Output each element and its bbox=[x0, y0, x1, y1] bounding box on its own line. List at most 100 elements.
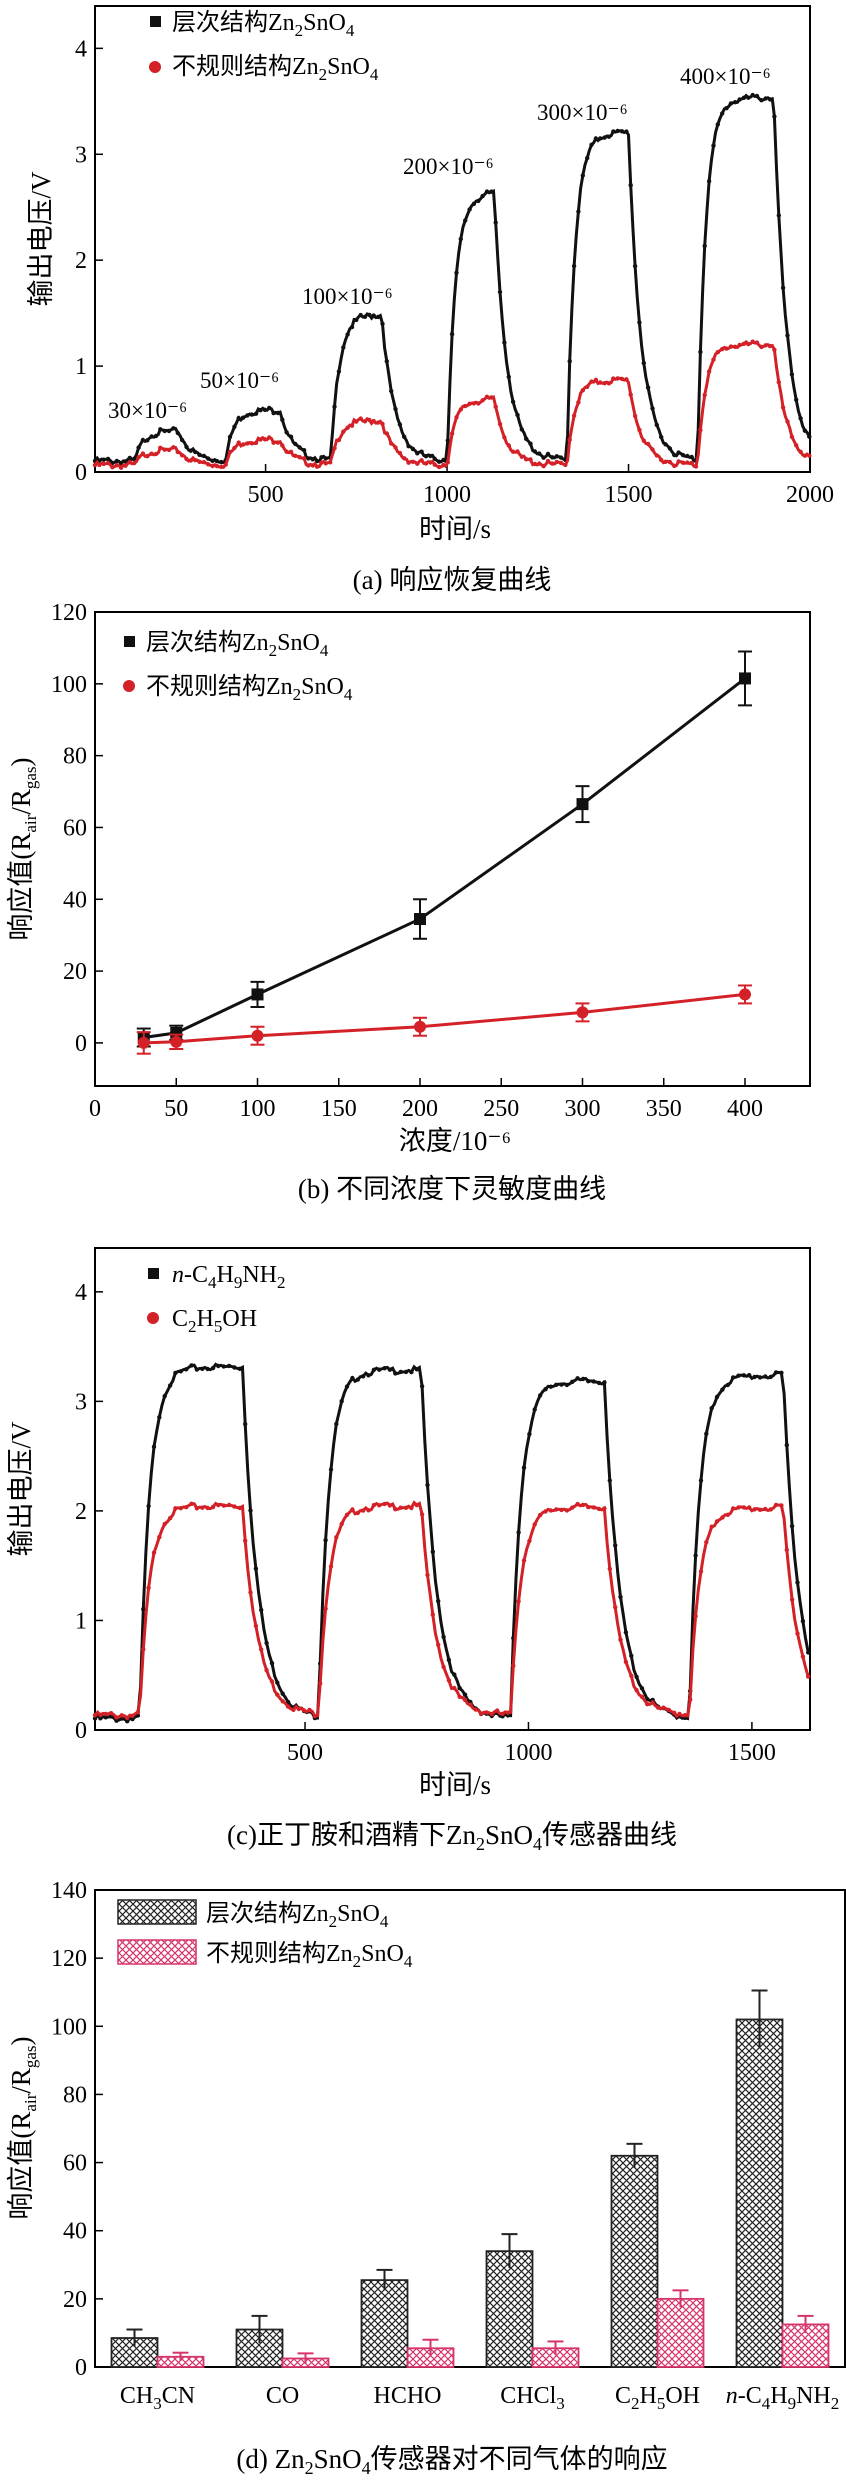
series-point-1 bbox=[336, 437, 342, 443]
series-point-0 bbox=[188, 448, 193, 453]
legend-d-black-swatch bbox=[117, 1899, 197, 1925]
series-point-0 bbox=[127, 455, 132, 461]
series-point-1 bbox=[398, 1505, 403, 1510]
x-tick-label: 50 bbox=[164, 1096, 188, 1122]
series-point-1 bbox=[502, 435, 507, 440]
series-point-0 bbox=[436, 459, 442, 464]
series-point-0 bbox=[214, 458, 220, 464]
series-point-0 bbox=[334, 1421, 339, 1427]
y-tick-label: 2 bbox=[75, 1499, 87, 1525]
category-label: n-C4H9NH2 bbox=[726, 2383, 840, 2413]
series-point-1 bbox=[425, 1572, 430, 1578]
series-point-0 bbox=[389, 388, 394, 394]
series-point-1 bbox=[146, 1585, 151, 1591]
series-point-0 bbox=[785, 333, 790, 338]
series-point-1 bbox=[123, 463, 128, 468]
y-tick-label: 100 bbox=[51, 2014, 87, 2040]
series-point-1 bbox=[419, 458, 424, 463]
series-point-1 bbox=[219, 464, 224, 469]
series-point-0 bbox=[306, 456, 311, 461]
series-point-1 bbox=[258, 437, 263, 442]
series-point-0 bbox=[680, 452, 686, 458]
series-point-1 bbox=[618, 1637, 623, 1643]
series-point-1 bbox=[380, 421, 385, 427]
series-point-1 bbox=[249, 441, 254, 446]
series-point-0 bbox=[398, 1369, 403, 1375]
annotation-30ppm: 30×10⁻⁶ bbox=[108, 398, 187, 423]
data-point-circle bbox=[576, 1006, 589, 1019]
series-point-1 bbox=[227, 449, 233, 455]
series-point-0 bbox=[410, 446, 416, 452]
series-point-0 bbox=[171, 426, 176, 431]
series-point-1 bbox=[532, 1522, 537, 1527]
series-point-1 bbox=[505, 1710, 511, 1715]
series-point-1 bbox=[571, 413, 577, 418]
series-point-1 bbox=[457, 1694, 462, 1700]
panel-a-caption: (a) 响应恢复曲线 bbox=[353, 565, 552, 595]
series-point-0 bbox=[798, 416, 803, 421]
data-point-circle bbox=[137, 1036, 150, 1049]
panel-b-ticks: 0 20 40 60 80 100 120 0 50 100 150 200 250 300 350 400 bbox=[51, 600, 763, 1122]
series-point-0 bbox=[349, 324, 355, 330]
panel-d-bars: CH3CN CO HCHO CHCl3 C2H5OH n-C4H9NH2 bbox=[110, 1989, 840, 2413]
series-point-1 bbox=[741, 1505, 747, 1510]
panel-c-ylabel: 输出电压/V bbox=[6, 1421, 36, 1557]
series-point-0 bbox=[795, 1580, 800, 1585]
series-point-0 bbox=[114, 1718, 119, 1723]
series-point-1 bbox=[366, 1508, 371, 1513]
series-point-1 bbox=[757, 1507, 763, 1513]
series-point-0 bbox=[759, 98, 764, 103]
series-point-1 bbox=[127, 460, 132, 465]
series-point-0 bbox=[167, 1383, 173, 1388]
series-point-0 bbox=[205, 1366, 210, 1372]
series-point-1 bbox=[789, 434, 795, 439]
series-point-0 bbox=[245, 413, 250, 418]
series-point-0 bbox=[393, 406, 398, 412]
panel-c-xlabel: 时间/s bbox=[419, 1770, 491, 1800]
legend-d-hierarchical: 层次结构Zn2SnO4 bbox=[206, 1900, 389, 1931]
series-point-0 bbox=[445, 438, 450, 443]
series-point-1 bbox=[661, 1705, 666, 1710]
series-point-1 bbox=[253, 440, 259, 445]
series-point-0 bbox=[564, 1382, 570, 1388]
series-point-1 bbox=[162, 447, 167, 452]
series-point-0 bbox=[704, 1431, 709, 1437]
series-point-0 bbox=[541, 455, 546, 460]
panel-a-frame bbox=[94, 5, 811, 473]
series-point-1 bbox=[446, 1678, 452, 1683]
series-point-0 bbox=[301, 448, 307, 453]
series-point-0 bbox=[446, 1657, 452, 1663]
panel-b-frame bbox=[94, 611, 811, 1087]
series-point-1 bbox=[284, 449, 289, 454]
series-point-1 bbox=[747, 1505, 752, 1510]
series-point-0 bbox=[425, 1482, 430, 1488]
legend-b-hierarchical: 层次结构Zn2SnO4 bbox=[146, 629, 329, 660]
series-point-1 bbox=[92, 462, 98, 468]
bar-0 bbox=[610, 2154, 659, 2368]
series-point-1 bbox=[682, 1713, 688, 1718]
category-label: HCHO bbox=[373, 2383, 441, 2409]
series-point-1 bbox=[537, 1512, 543, 1518]
series-point-1 bbox=[130, 1713, 135, 1719]
panel-a-series bbox=[92, 92, 812, 470]
y-tick-label: 20 bbox=[63, 959, 87, 985]
series-point-1 bbox=[243, 1538, 248, 1543]
legend-c-black-marker bbox=[148, 1268, 159, 1279]
series-point-0 bbox=[663, 442, 668, 447]
series-point-1 bbox=[410, 459, 416, 464]
series-point-0 bbox=[757, 1375, 763, 1380]
series-point-1 bbox=[275, 440, 281, 445]
series-point-1 bbox=[580, 1502, 586, 1508]
series-point-0 bbox=[341, 345, 346, 350]
series-point-0 bbox=[516, 1530, 521, 1535]
series-point-0 bbox=[162, 1393, 167, 1399]
category-label: CO bbox=[266, 2383, 299, 2409]
series-point-0 bbox=[393, 1371, 398, 1376]
series-point-1 bbox=[296, 1706, 301, 1712]
y-tick-label: 40 bbox=[63, 2219, 87, 2245]
series-point-1 bbox=[737, 342, 742, 348]
series-point-1 bbox=[200, 1505, 205, 1510]
panel-d-ticks: 0 20 40 60 80 100 120 140 bbox=[51, 1878, 103, 2381]
series-point-0 bbox=[355, 1377, 360, 1382]
